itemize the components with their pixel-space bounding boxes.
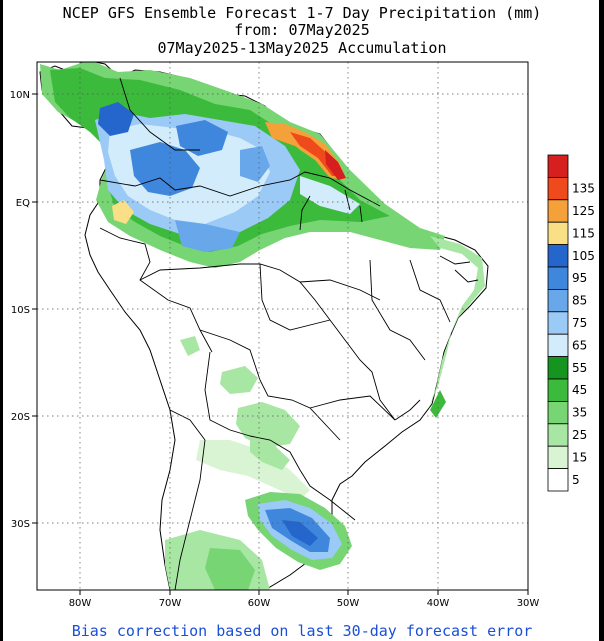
legend-label: 65: [572, 338, 587, 352]
map-layers: [37, 62, 528, 590]
title-line-2: from: 07May2025: [234, 21, 370, 39]
lat-label-10n: 10N: [10, 90, 30, 101]
legend-label: 5: [572, 473, 580, 487]
legend-label: 115: [572, 226, 595, 240]
lat-label-eq: EQ: [16, 198, 30, 209]
legend-label: 15: [572, 450, 587, 464]
legend-label: 125: [572, 204, 595, 218]
legend-label: 55: [572, 361, 587, 375]
lat-labels: 10N EQ 10S 20S 30S: [10, 90, 30, 530]
axis-ticks: [32, 93, 529, 595]
lon-label-70w: 70W: [159, 598, 182, 609]
legend-swatch: [547, 378, 569, 402]
legend-swatch: [547, 445, 569, 470]
legend-label: 45: [572, 383, 587, 397]
lat-label-20s: 20S: [11, 412, 30, 423]
lon-label-40w: 40W: [427, 598, 450, 609]
legend-swatch: [547, 423, 569, 447]
legend-swatch: [547, 400, 569, 425]
title-line-3: 07May2025-13May2025 Accumulation: [157, 39, 447, 57]
lat-label-30s: 30S: [11, 519, 30, 530]
legend-swatch: [547, 333, 569, 358]
legend-label: 85: [572, 294, 587, 308]
legend-swatch: [547, 468, 569, 492]
lon-label-50w: 50W: [337, 598, 360, 609]
legend-label: 95: [572, 271, 587, 285]
legend-label: 75: [572, 316, 587, 330]
legend-swatch: [547, 288, 569, 313]
title-line-1: NCEP GFS Ensemble Forecast 1-7 Day Preci…: [62, 4, 542, 22]
legend-label: 105: [572, 249, 595, 263]
legend-label: 35: [572, 406, 587, 420]
legend-swatch: [547, 176, 569, 201]
legend-label: 135: [572, 182, 595, 196]
bias-correction-note: Bias correction based on last 30-day for…: [71, 622, 533, 640]
legend-swatch: [547, 311, 569, 335]
color-legend: 135 125 115 105 95 85 75 65 55 45 35 25 15 5: [547, 154, 595, 492]
grid-lines: [37, 62, 528, 590]
legend-swatch: [547, 356, 569, 380]
legend-swatch: [547, 244, 569, 268]
legend-swatch: [547, 199, 569, 223]
lon-label-80w: 80W: [69, 598, 92, 609]
legend-swatch: [547, 154, 569, 178]
legend-swatch: [547, 266, 569, 290]
legend-label: 25: [572, 428, 587, 442]
lon-label-30w: 30W: [517, 598, 540, 609]
lon-label-60w: 60W: [248, 598, 271, 609]
lat-label-10s: 10S: [11, 305, 30, 316]
plot-border: [36, 61, 529, 591]
country-borders: [99, 77, 479, 590]
lon-labels: 80W 70W 60W 50W 40W 30W: [69, 598, 540, 609]
legend-swatch: [547, 221, 569, 245]
